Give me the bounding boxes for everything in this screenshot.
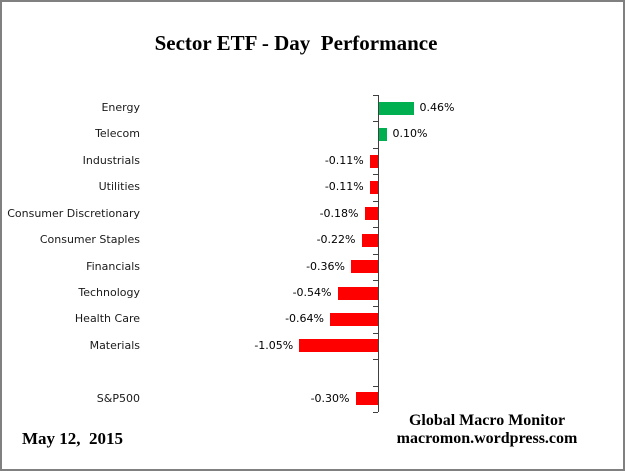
axis-tick — [373, 121, 378, 123]
axis-tick — [373, 385, 378, 387]
negative-bar — [364, 207, 378, 221]
value-label: -0.64% — [285, 312, 324, 326]
negative-bar — [369, 180, 378, 194]
axis-tick — [373, 253, 378, 255]
negative-bar — [337, 286, 378, 300]
value-label: -1.05% — [254, 338, 294, 352]
chart-title: Sector ETF - Day Performance — [154, 31, 438, 55]
credit-line-2: macromon.wordpress.com — [396, 430, 578, 447]
negative-bar — [355, 392, 378, 406]
positive-bar — [379, 101, 414, 115]
axis-tick — [373, 332, 378, 334]
category-label: Consumer Staples — [39, 233, 140, 247]
negative-bar — [369, 154, 378, 168]
value-label: 0.46% — [419, 101, 455, 114]
positive-bar — [379, 128, 387, 142]
axis-tick — [373, 227, 378, 229]
value-label: -0.18% — [319, 206, 359, 220]
category-label: Utilities — [98, 180, 140, 194]
value-axis-line — [378, 95, 379, 412]
category-label: Energy — [101, 101, 140, 114]
value-label: -0.36% — [306, 259, 345, 273]
negative-bar — [299, 339, 378, 353]
credit-line-1: Global Macro Monitor — [408, 412, 566, 429]
value-label: -0.22% — [316, 233, 356, 247]
category-label: Technology — [78, 285, 140, 299]
category-label: Materials — [89, 338, 140, 352]
category-label: Telecom — [95, 127, 140, 141]
value-label: 0.10% — [392, 127, 428, 141]
category-label: Health Care — [74, 312, 140, 326]
category-label: S&P500 — [96, 391, 140, 405]
axis-tick — [373, 306, 378, 308]
value-label: -0.11% — [324, 180, 364, 194]
axis-tick — [373, 279, 378, 281]
axis-tick — [373, 95, 378, 96]
axis-tick — [373, 147, 378, 149]
value-label: -0.54% — [292, 285, 332, 299]
category-label: Consumer Discretionary — [7, 206, 140, 220]
negative-bar — [351, 260, 378, 274]
axis-tick — [373, 200, 378, 202]
category-label: Financials — [86, 259, 140, 273]
axis-tick — [373, 359, 378, 361]
axis-tick — [373, 412, 378, 413]
negative-bar — [330, 313, 378, 327]
footer-date: May 12, 2015 — [22, 429, 124, 448]
axis-tick — [373, 174, 378, 176]
value-label: -0.11% — [324, 153, 364, 167]
value-label: -0.30% — [310, 391, 350, 405]
footer-credit: Global Macro Monitor macromon.wordpress.… — [375, 412, 599, 448]
category-label: Industrials — [82, 153, 140, 167]
negative-bar — [361, 233, 378, 247]
